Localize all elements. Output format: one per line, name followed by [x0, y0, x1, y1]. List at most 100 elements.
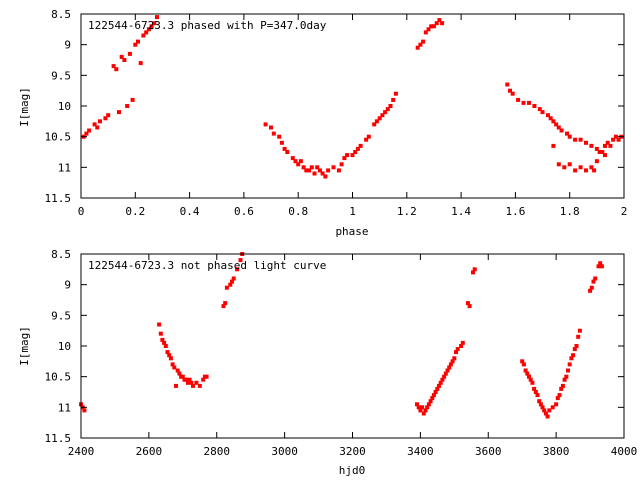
- phased-data-point: [393, 91, 398, 96]
- phased-data-point: [559, 128, 564, 133]
- unphased-data-point: [224, 285, 229, 290]
- phased-data-point: [119, 54, 124, 59]
- phased-data-point: [269, 125, 273, 130]
- unphased-x-tick-label: 3000: [271, 445, 298, 458]
- phased-data-point: [271, 131, 276, 136]
- phased-data-point: [391, 97, 396, 102]
- unphased-data-point: [460, 340, 465, 345]
- phased-y-tick-label: 9: [64, 39, 71, 52]
- phased-data-point: [562, 165, 567, 170]
- unphased-data-point: [231, 276, 236, 281]
- phased-data-point: [608, 143, 613, 148]
- unphased-data-point: [442, 374, 447, 379]
- unphased-data-point: [185, 380, 190, 385]
- phased-data-point: [613, 134, 618, 139]
- unphased-data-point: [416, 405, 421, 410]
- phased-data-point: [374, 119, 379, 124]
- phased-data-point: [149, 24, 154, 29]
- phased-data-point: [155, 15, 159, 20]
- phased-data-point: [589, 143, 594, 148]
- unphased-data-point: [189, 380, 194, 385]
- unphased-data-point: [197, 383, 202, 388]
- unphased-x-tick-label: 3800: [543, 445, 570, 458]
- phased-chart-title: 122544-6723.3 phased with P=347.0day: [88, 19, 327, 32]
- unphased-data-point: [523, 368, 528, 373]
- phased-x-tick-label: 1.6: [505, 205, 525, 218]
- unphased-data-point: [467, 304, 472, 309]
- unphased-data-point: [163, 344, 168, 348]
- unphased-data-point: [82, 408, 87, 413]
- unphased-data-point: [180, 374, 185, 379]
- phased-data-point: [355, 146, 360, 151]
- phased-data-point: [616, 137, 621, 142]
- phased-data-point: [117, 110, 121, 115]
- phased-data-point: [307, 168, 312, 173]
- unphased-data-point: [450, 359, 455, 364]
- phased-data-point: [437, 18, 442, 23]
- unphased-data-point: [184, 377, 189, 382]
- unphased-y-tick-label: 8.5: [51, 248, 71, 261]
- unphased-data-point: [415, 402, 419, 407]
- phased-data-point: [603, 143, 607, 148]
- unphased-data-point: [443, 371, 448, 376]
- phased-x-ticks: 0 0.2 0.4 0.6 0.8 1 1.2 1.4 1.6 1.8 2: [78, 14, 627, 218]
- phased-data-point: [584, 168, 588, 173]
- unphased-y-tick-label: 9.5: [51, 309, 71, 322]
- phased-data-point: [429, 24, 434, 29]
- phased-data-point: [600, 150, 605, 154]
- phased-data-point: [282, 146, 287, 151]
- phased-data-point: [87, 128, 92, 133]
- unphased-y-tick-label: 11: [58, 401, 71, 414]
- phased-data-point: [92, 122, 97, 127]
- phased-data-point: [418, 42, 423, 47]
- unphased-data-point: [433, 390, 438, 394]
- unphased-data-point: [564, 374, 569, 379]
- unphased-y-tick-label: 9: [64, 279, 71, 292]
- unphased-data-point: [437, 383, 441, 388]
- unphased-data-point: [165, 350, 170, 355]
- phased-data-point: [584, 140, 588, 145]
- unphased-data-point: [520, 359, 525, 364]
- phased-data-point: [98, 119, 102, 124]
- phased-data-point: [125, 104, 130, 108]
- phased-data-point: [342, 156, 347, 161]
- phased-data-point: [364, 137, 369, 142]
- unphased-y-axis-label: I[mag]: [18, 326, 31, 366]
- unphased-x-tick-label: 4000: [611, 445, 638, 458]
- phased-data-point: [532, 104, 537, 108]
- unphased-data-point: [472, 267, 477, 272]
- unphased-data-point: [527, 374, 531, 379]
- unphased-data-point: [420, 405, 425, 410]
- phased-data-point: [521, 100, 526, 105]
- unphased-x-tick-label: 2800: [204, 445, 231, 458]
- unphased-data-point: [230, 279, 234, 284]
- unphased-data-point: [471, 270, 475, 275]
- phased-data-point: [505, 82, 510, 87]
- phased-data-point: [578, 165, 583, 170]
- unphased-data-point: [174, 383, 178, 388]
- unphased-data-point: [168, 356, 173, 361]
- phased-x-tick-label: 0.6: [234, 205, 254, 218]
- phased-data-point: [144, 30, 149, 35]
- phased-data-point: [326, 168, 331, 173]
- phased-data-point: [301, 165, 306, 170]
- unphased-data-point: [593, 276, 598, 281]
- unphased-data-point: [175, 368, 180, 373]
- unphased-data-point: [160, 337, 165, 342]
- phased-data-point: [589, 165, 594, 170]
- unphased-data-point: [191, 383, 195, 388]
- unphased-data-point: [425, 405, 430, 410]
- phased-data-point: [546, 113, 550, 118]
- phased-data-point: [277, 134, 282, 139]
- phased-data-point: [380, 113, 385, 118]
- phased-x-tick-label: 1.8: [560, 205, 580, 218]
- phased-data-point: [323, 174, 328, 179]
- phased-x-tick-label: 1.4: [451, 205, 471, 218]
- unphased-data-point: [591, 279, 596, 284]
- phased-data-point: [114, 67, 119, 72]
- phased-y-tick-label: 11.5: [45, 192, 72, 205]
- unphased-plot-frame: [80, 253, 625, 439]
- phased-data-point: [263, 122, 268, 127]
- unphased-data-point: [221, 304, 226, 309]
- phased-data-point: [594, 146, 599, 151]
